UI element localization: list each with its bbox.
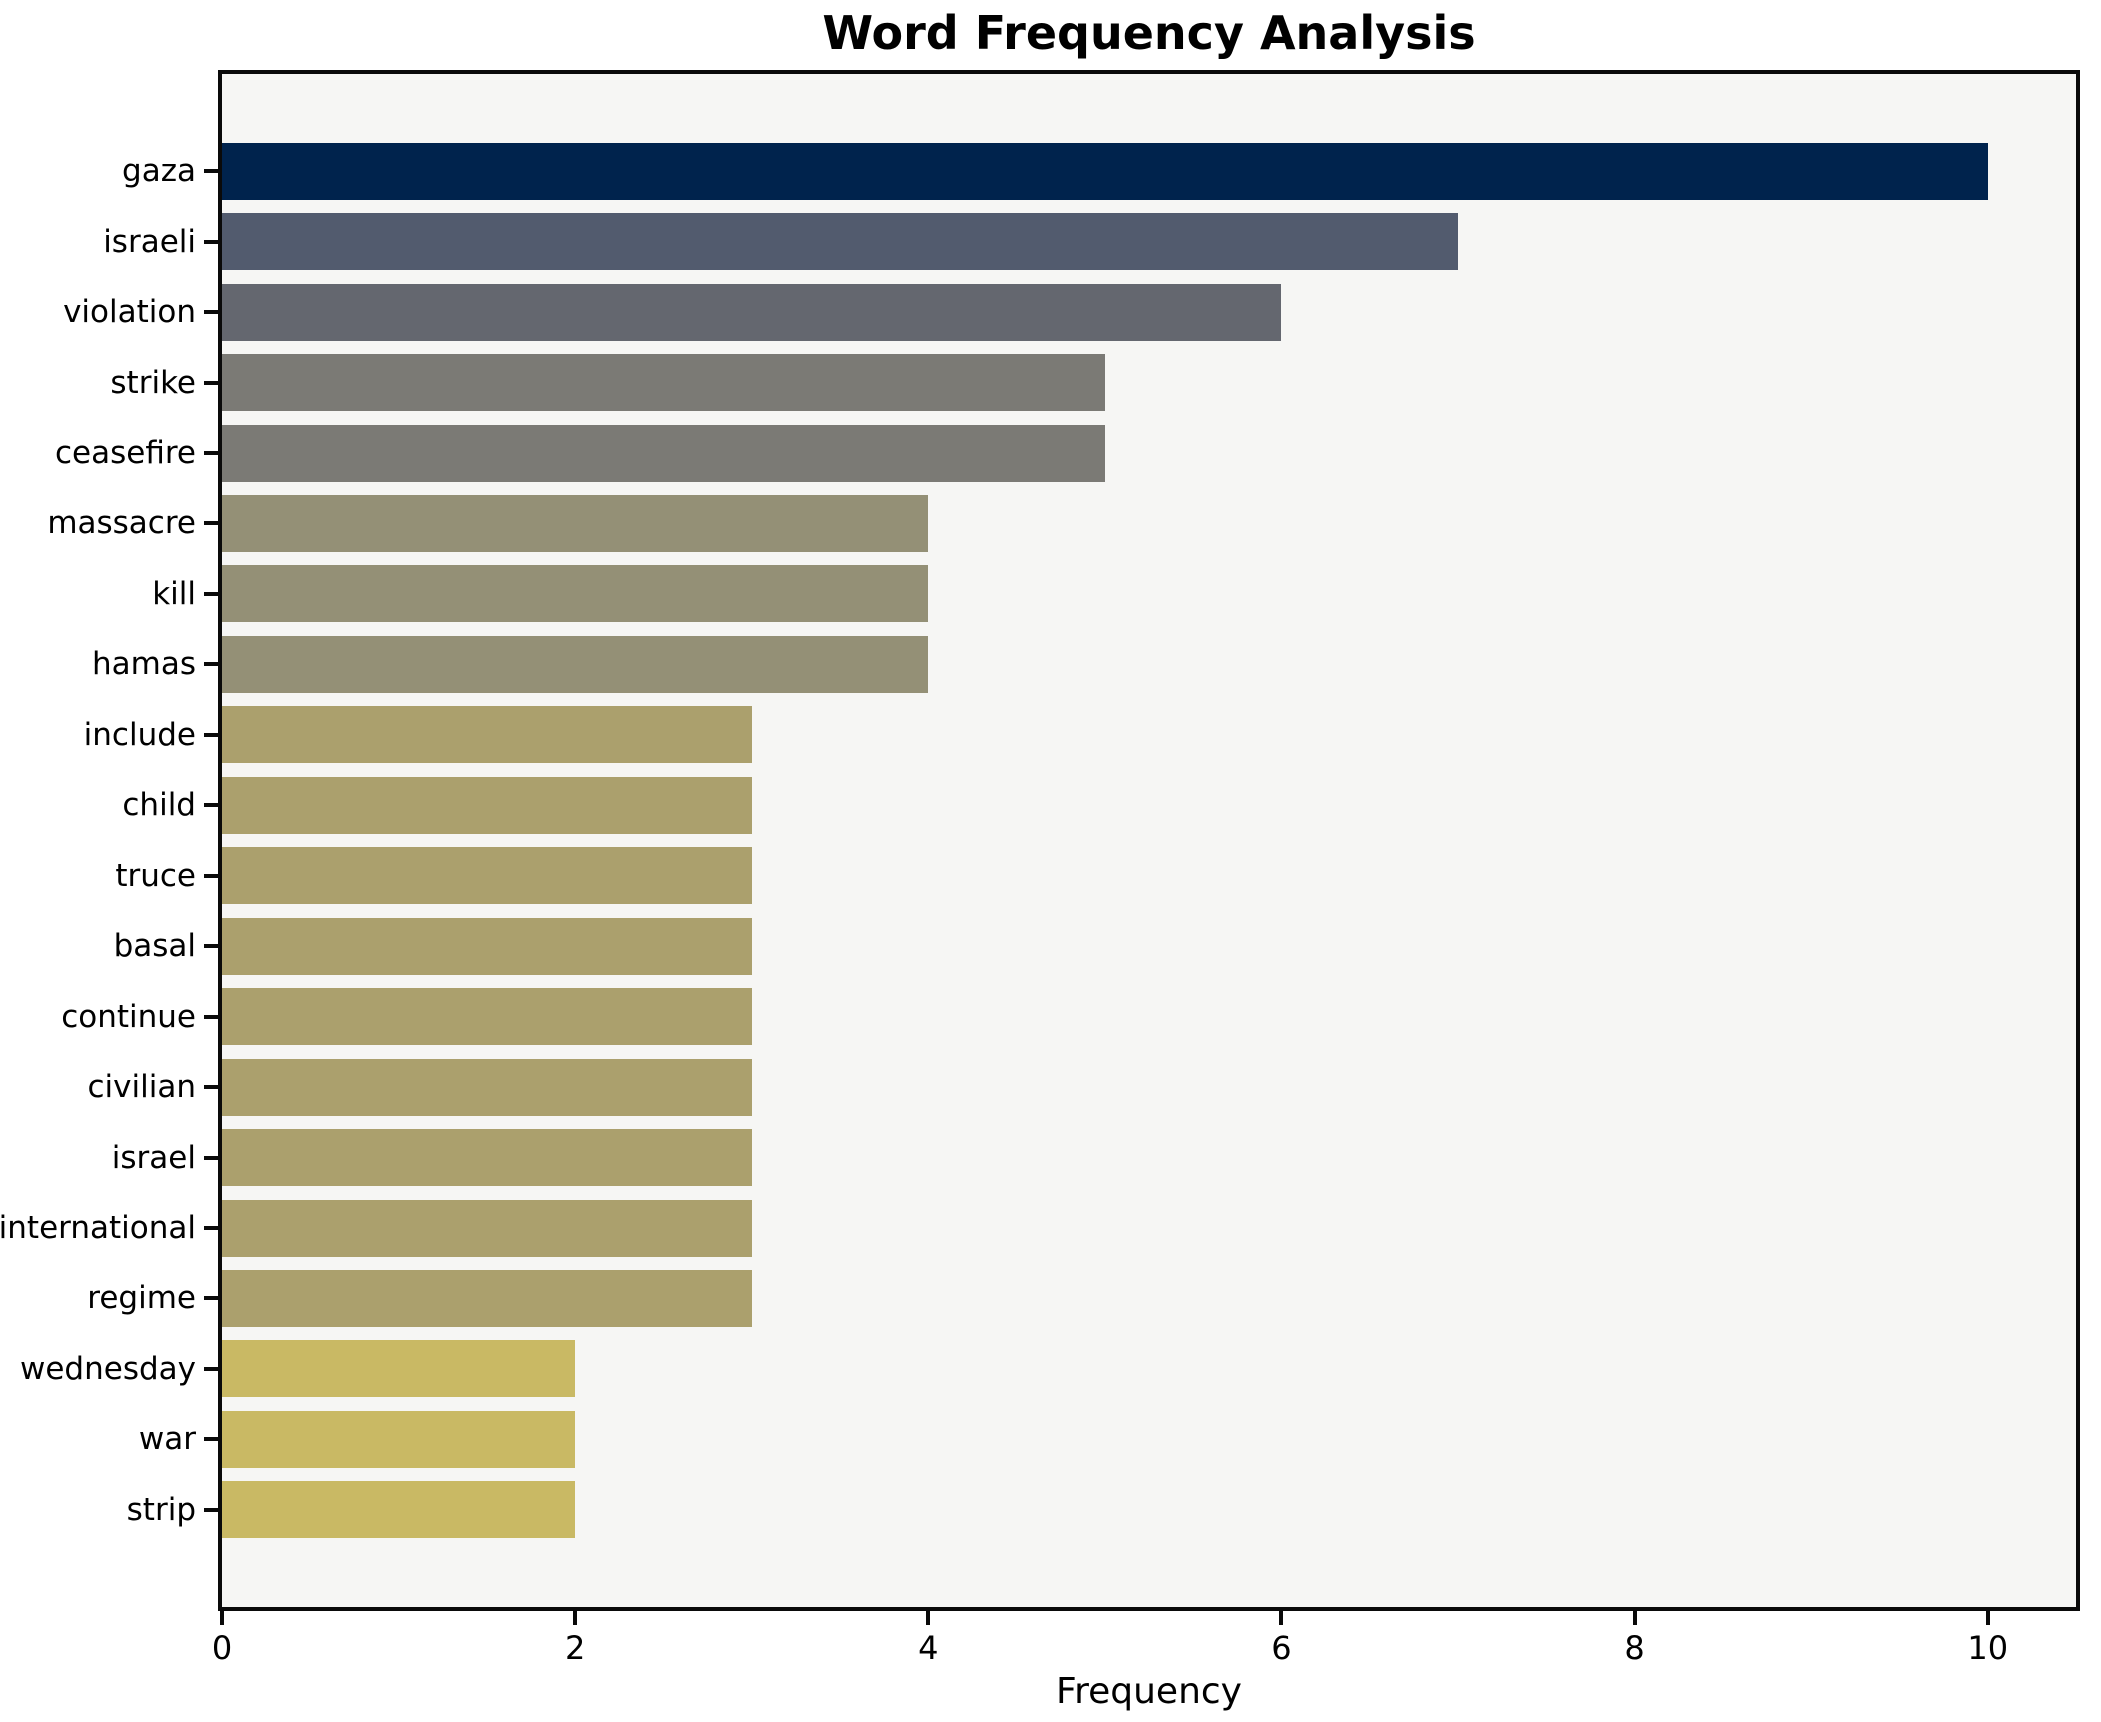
bar-row-war: war [139,1404,2076,1474]
bar-row-strip: strip [127,1475,2076,1545]
bar-row-child: child [122,770,2076,840]
x-tick-mark [220,1611,224,1625]
y-tick-mark [204,1437,218,1442]
bar-kill [222,565,929,623]
y-tick-mark [204,1155,218,1160]
y-tick-mark [204,310,218,315]
y-axis-label-international: international [0,1210,196,1247]
bar-row-gaza: gaza [122,136,2076,206]
x-tick-mark [926,1611,931,1625]
bar-truce [222,847,752,905]
bar-ceasefire [222,424,1105,482]
bar-row-truce: truce [115,841,2076,911]
y-axis-label-israeli: israeli [103,223,196,260]
y-tick-mark [204,380,218,385]
y-tick-mark [204,732,218,737]
y-axis-label-strip: strip [126,1491,196,1528]
x-tick-mark [1632,1611,1637,1625]
bar-row-kill: kill [152,559,2076,629]
bar-row-strike: strike [110,347,2076,417]
y-tick-mark [204,1296,218,1301]
bar-war [222,1410,576,1468]
y-tick-mark [204,873,218,878]
bar-row-basal: basal [114,911,2076,981]
bar-row-israeli: israeli [103,206,2076,276]
y-tick-mark [204,1226,218,1231]
bar-israeli [222,213,1458,271]
bar-hamas [222,635,929,693]
y-axis-label-civilian: civilian [87,1069,197,1106]
x-tick-mark [573,1611,578,1625]
x-tick-label-4: 4 [918,1629,939,1667]
y-tick-mark [204,1366,218,1371]
x-tick-label-8: 8 [1624,1629,1645,1667]
y-axis-label-continue: continue [61,998,196,1035]
bar-row-continue: continue [61,981,2076,1051]
y-tick-mark [204,1507,218,1512]
y-axis-label-massacre: massacre [47,505,196,542]
bar-basal [222,917,752,975]
x-tick-label-0: 0 [211,1629,233,1667]
bar-row-international: international [0,1193,2076,1263]
y-tick-mark [204,521,218,526]
y-tick-mark [204,169,218,174]
chart-title: Word Frequency Analysis [822,6,1476,60]
y-axis-label-truce: truce [115,857,196,894]
y-axis-label-gaza: gaza [122,153,196,190]
y-axis-label-wednesday: wednesday [20,1350,196,1387]
y-tick-mark [204,944,218,949]
bar-wednesday [222,1340,576,1398]
bar-row-violation: violation [63,277,2076,347]
bar-row-wednesday: wednesday [20,1334,2076,1404]
plot-area: Word Frequency Analysis gaza israeli viola… [0,6,2080,1712]
bar-regime [222,1269,752,1327]
y-tick-mark [204,1085,218,1090]
y-tick-mark [204,803,218,808]
y-axis-label-basal: basal [113,928,196,965]
bar-continue [222,988,752,1046]
bar-row-ceasefire: ceasefire [55,418,2076,488]
x-tick-label-2: 2 [564,1629,586,1667]
y-tick-mark [204,239,218,244]
bar-civilian [222,1058,752,1116]
bars-layer: gaza israeli violation strike ceasefire massa… [0,74,2076,1607]
bar-row-israel: israel [112,1122,2076,1192]
y-axis-label-war: war [138,1421,196,1458]
x-tick-label-10: 10 [1967,1629,2009,1667]
y-axis-label-regime: regime [87,1280,196,1317]
x-axis-label: Frequency [1056,1671,1242,1712]
bar-strip [222,1481,576,1539]
bar-massacre [222,494,929,552]
y-axis-label-ceasefire: ceasefire [55,435,196,472]
y-axis-label-include: include [83,716,196,753]
y-axis-label-strike: strike [110,364,196,401]
bar-violation [222,283,1282,341]
bar-child [222,776,752,834]
bar-strike [222,354,1105,412]
y-tick-mark [204,662,218,667]
bar-row-include: include [84,700,2076,770]
y-axis-label-israel: israel [111,1139,196,1176]
y-tick-mark [204,451,218,456]
y-axis-label-hamas: hamas [92,646,196,683]
bar-row-regime: regime [87,1263,2076,1333]
bar-international [222,1199,752,1257]
y-tick-mark [204,591,218,596]
bar-row-civilian: civilian [88,1052,2076,1122]
y-axis-label-kill: kill [152,575,196,612]
x-tick-mark [1279,1611,1284,1625]
x-tick-label-6: 6 [1271,1629,1292,1667]
bar-row-hamas: hamas [92,629,2076,699]
bar-israel [222,1129,752,1187]
y-axis-label-violation: violation [63,294,196,331]
y-tick-mark [204,1014,218,1019]
x-tick-mark [1985,1611,1990,1625]
bar-gaza [222,142,1988,200]
bar-include [222,706,752,764]
y-axis-label-child: child [122,787,196,824]
bar-row-massacre: massacre [47,488,2076,558]
